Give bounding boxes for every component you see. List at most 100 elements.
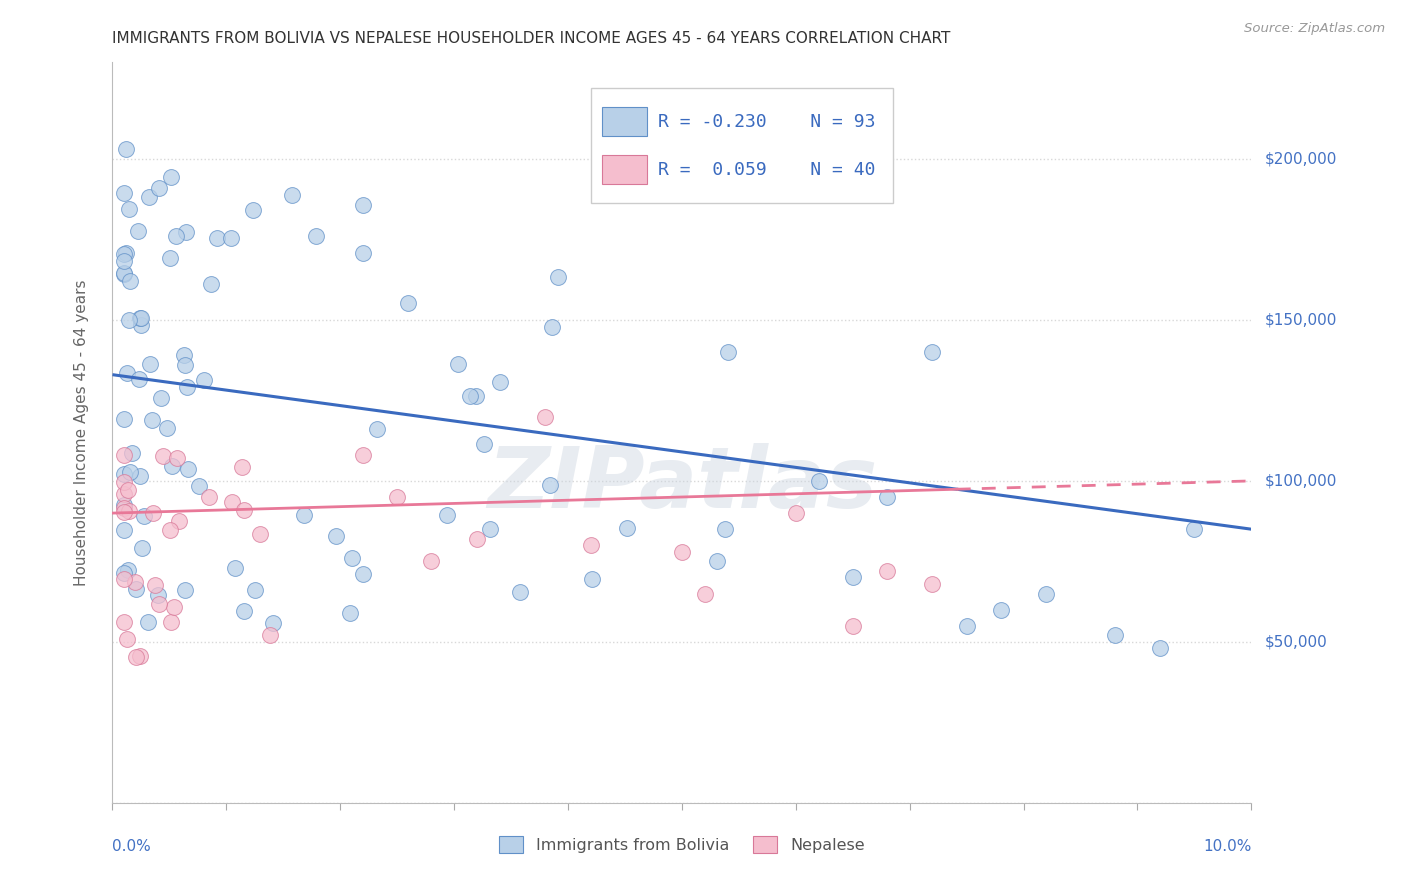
Point (159, 252, 181, 266)
Text: 0.0%: 0.0% (112, 838, 152, 854)
Point (420, 554, 443, 568)
Point (112, 475, 135, 490)
Point (148, 598, 170, 612)
Point (478, 522, 501, 536)
Point (142, 506, 165, 520)
Point (242, 203, 264, 218)
Point (112, 572, 135, 586)
Text: $200,000: $200,000 (1265, 152, 1337, 167)
Point (120, 274, 142, 288)
Point (152, 449, 174, 463)
Point (173, 348, 195, 362)
Text: $150,000: $150,000 (1265, 312, 1337, 327)
Point (112, 267, 135, 281)
Point (132, 508, 155, 523)
Point (128, 372, 150, 386)
Point (165, 228, 187, 243)
Point (136, 615, 159, 630)
Point (118, 313, 141, 327)
Point (231, 459, 253, 474)
Point (160, 169, 183, 184)
Point (131, 318, 153, 332)
Point (956, 619, 979, 633)
Point (129, 648, 152, 663)
FancyBboxPatch shape (602, 155, 647, 185)
Point (127, 224, 149, 238)
Point (547, 269, 569, 284)
Point (150, 391, 173, 405)
Point (458, 388, 481, 402)
Legend: Immigrants from Bolivia, Nepalese: Immigrants from Bolivia, Nepalese (491, 828, 873, 862)
Point (693, 586, 716, 600)
Text: R = -0.230    N = 93: R = -0.230 N = 93 (658, 112, 876, 130)
Point (921, 345, 943, 359)
Point (117, 483, 139, 497)
Point (112, 412, 135, 426)
Point (146, 588, 169, 602)
Point (541, 320, 564, 334)
Point (198, 491, 221, 505)
Point (292, 508, 315, 523)
Point (579, 538, 602, 552)
Text: $50,000: $50,000 (1265, 634, 1329, 649)
Point (1035, 586, 1057, 600)
Point (465, 532, 488, 546)
Point (717, 345, 740, 359)
Point (176, 380, 198, 394)
Point (233, 604, 256, 618)
Point (131, 541, 153, 555)
Point (112, 186, 135, 200)
Point (436, 508, 458, 523)
Point (305, 228, 328, 243)
Point (352, 246, 374, 260)
Point (538, 478, 561, 492)
Point (447, 357, 470, 371)
Point (148, 180, 170, 194)
Point (112, 499, 135, 513)
Point (876, 490, 898, 504)
Point (1149, 641, 1171, 656)
Point (232, 502, 254, 516)
Point (534, 409, 557, 424)
Point (115, 632, 138, 646)
Point (249, 527, 271, 541)
Point (706, 554, 728, 568)
FancyBboxPatch shape (591, 88, 893, 203)
Point (114, 267, 136, 281)
Point (112, 246, 135, 260)
Point (243, 582, 266, 597)
Point (169, 514, 191, 528)
Point (118, 504, 141, 518)
Point (115, 142, 138, 156)
Point (352, 566, 374, 581)
Point (112, 615, 135, 629)
Point (581, 572, 603, 586)
Point (115, 246, 138, 260)
Point (841, 619, 863, 633)
Text: R =  0.059    N = 40: R = 0.059 N = 40 (658, 161, 876, 178)
Point (174, 582, 197, 597)
Point (131, 311, 153, 326)
Point (138, 190, 160, 204)
Point (713, 522, 735, 536)
Point (145, 577, 167, 591)
Text: IMMIGRANTS FROM BOLIVIA VS NEPALESE HOUSEHOLDER INCOME AGES 45 - 64 YEARS CORREL: IMMIGRANTS FROM BOLIVIA VS NEPALESE HOUS… (112, 31, 950, 46)
Y-axis label: Householder Income Ages 45 - 64 years: Householder Income Ages 45 - 64 years (75, 279, 89, 586)
Point (139, 357, 162, 371)
Point (112, 501, 135, 516)
Point (117, 202, 139, 216)
Point (166, 451, 188, 466)
Point (1184, 522, 1206, 536)
Point (112, 487, 135, 501)
Point (112, 254, 135, 268)
Point (671, 545, 693, 559)
Point (125, 649, 148, 664)
Point (876, 564, 898, 578)
Point (474, 437, 496, 451)
Point (352, 448, 374, 462)
Text: ZIPatlas: ZIPatlas (486, 443, 877, 526)
Point (366, 421, 388, 435)
Point (125, 582, 148, 596)
Point (841, 570, 863, 584)
Point (129, 310, 152, 325)
